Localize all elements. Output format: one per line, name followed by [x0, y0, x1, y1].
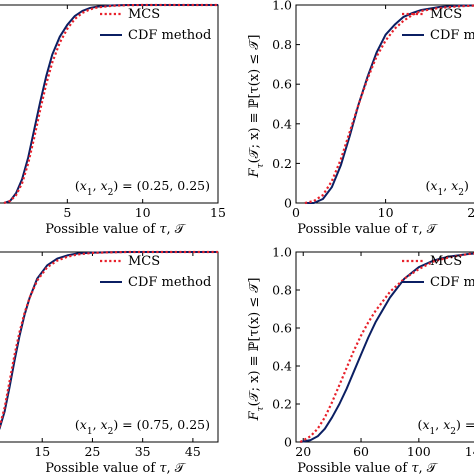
y-tick-label: 1.0 [272, 245, 292, 260]
x-tick-label: 20 [295, 444, 311, 459]
x-tick-label: 100 [407, 444, 431, 459]
x-tick-label: 25 [84, 444, 100, 459]
y-tick-label: 1.0 [272, 0, 292, 13]
x-axis-title: Possible value of τ, 𝒯 [45, 461, 187, 474]
legend-label-cdf-method: CDF m [430, 28, 474, 43]
x-axis-title: Possible value of τ, 𝒯 [45, 222, 187, 237]
y-tick-label: 0.8 [272, 37, 292, 52]
annotation-parameters: (x1, x2) = (0.2 [426, 178, 474, 198]
legend-label-mcs: MCS [128, 254, 160, 269]
x-tick-label: 35 [135, 444, 151, 459]
legend: MCS CDF method [100, 254, 211, 290]
x-tick-label: 15 [34, 444, 50, 459]
panel-bottom-left: 515253545MCSCDF method(x1, x2) = (0.75, … [0, 250, 219, 474]
y-tick-label: 0.2 [272, 397, 292, 412]
y-tick-label: 0.8 [272, 283, 292, 298]
y-tick-label: 0.4 [272, 116, 292, 131]
plot-frame [295, 4, 474, 204]
x-tick-label: 15 [210, 205, 226, 220]
x-tick-label: 0 [292, 205, 300, 220]
y-tick-label: 0.4 [272, 359, 292, 374]
series-line-mcs [299, 252, 474, 443]
x-tick-label: 45 [185, 444, 201, 459]
x-tick-label: 10 [135, 205, 151, 220]
y-tick-label: 0.6 [272, 77, 292, 92]
y-tick-label: 0.2 [272, 156, 292, 171]
legend-label-cdf-method: CDF method [128, 275, 211, 290]
legend-label-mcs: MCS [430, 254, 462, 269]
x-tick-label: 140 [465, 444, 474, 459]
x-tick-label: 60 [353, 444, 369, 459]
legend-label-cdf-method: CDF method [128, 28, 211, 43]
y-axis-title: Fτ(𝒯; x) ≡ ℙ[τ(x) ≤ 𝒯] [247, 278, 266, 422]
series-line-cdf-method [305, 4, 474, 204]
series-line-mcs [0, 250, 218, 429]
annotation-parameters: (x1, x2) = (0.75 [418, 417, 474, 437]
legend-label-cdf-method: CDF m [430, 275, 474, 290]
legend-label-mcs: MCS [430, 7, 462, 22]
x-axis-title: Possible value of τ, 𝒯 [297, 222, 439, 237]
legend: MCS CDF m [402, 254, 474, 290]
y-axis-title: Fτ(𝒯; x) ≡ ℙ[τ(x) ≤ 𝒯] [247, 35, 266, 179]
plot-frame [295, 251, 474, 443]
x-axis-title: Possible value of τ, 𝒯 [297, 461, 439, 474]
y-tick-label: 0.6 [272, 321, 292, 336]
panel-bottom-right: 20 60 100 140 0 0.2 0.4 0.6 0.8 1.0 MCS CDF m (x1, x… [247, 245, 474, 474]
x-tick-label: 10 [378, 205, 394, 220]
annotation-parameters: (x1, x2) = (0.75, 0.25) [75, 417, 210, 437]
series-line-cdf-method [3, 4, 218, 204]
x-tick-label: 5 [63, 205, 71, 220]
panel-top-left: 5 10 15 MCS CDF method (x1, x2) = (0.25, 0.25… [0, 3, 226, 237]
legend-label-mcs: MCS [128, 7, 160, 22]
x-tick-label: 20 [467, 205, 474, 220]
legend: MCS CDF m [402, 7, 474, 43]
y-tick-label: 0 [284, 435, 292, 450]
y-tick-label: 0 [284, 196, 292, 211]
annotation-parameters: (x1, x2) = (0.25, 0.25) [75, 178, 210, 198]
legend: MCS CDF method [100, 7, 211, 43]
panel-top-right: 0 10 20 0 0.2 0.4 0.6 0.8 1.0 MCS CDF m (x1, x2) = … [247, 0, 474, 237]
